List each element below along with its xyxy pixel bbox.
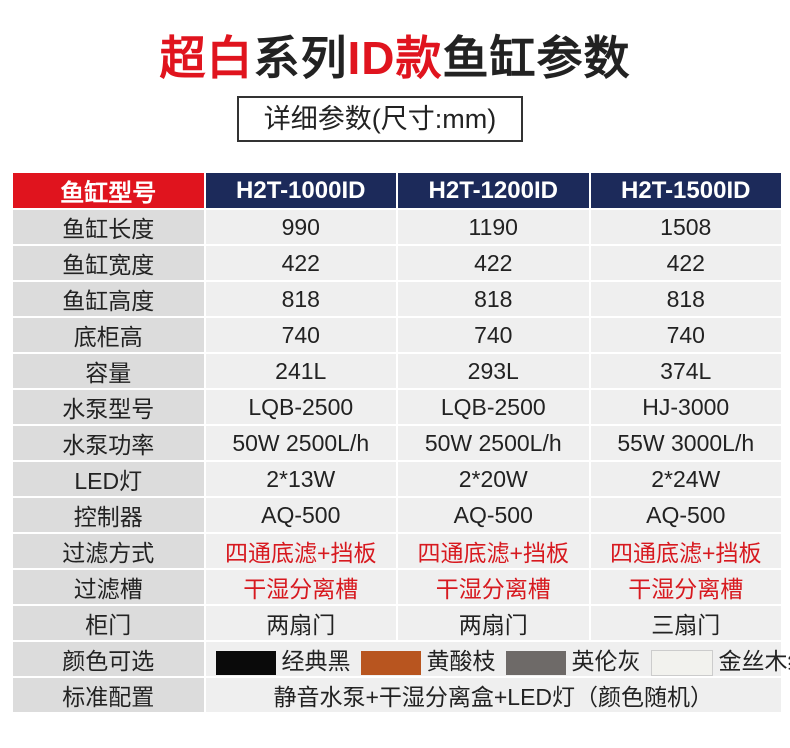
header-cell: H2T-1500ID — [590, 173, 781, 208]
color-swatch — [215, 650, 276, 675]
cell: 2*20W — [398, 462, 589, 496]
cell: 静音水泵+干湿分离盒+LED灯（颜色随机） — [205, 678, 781, 712]
cell: 818 — [398, 282, 589, 316]
cell: AQ-500 — [205, 498, 396, 532]
row-label: 过滤槽 — [13, 570, 204, 604]
header-row: 鱼缸型号 H2T-1000ID H2T-1200ID H2T-1500ID — [13, 173, 781, 208]
cell: 374L — [590, 354, 781, 388]
row: 容量 241L 293L 374L — [13, 354, 781, 388]
color-name: 金丝木纹 — [718, 648, 790, 674]
row: 控制器 AQ-500 AQ-500 AQ-500 — [13, 498, 781, 532]
cell: 422 — [398, 246, 589, 280]
row: 颜色可选 经典黑 黄酸枝 英伦灰 金丝木纹 — [13, 642, 790, 676]
row: 底柜高 740 740 740 — [13, 318, 781, 352]
cell: AQ-500 — [398, 498, 589, 532]
row: 鱼缸宽度 422 422 422 — [13, 246, 781, 280]
row-label: LED灯 — [13, 462, 204, 496]
subtitle: 详细参数(尺寸:mm) — [237, 96, 523, 142]
row-label: 鱼缸宽度 — [13, 246, 204, 280]
row: LED灯 2*13W 2*20W 2*24W — [13, 462, 781, 496]
row: 标准配置 静音水泵+干湿分离盒+LED灯（颜色随机） — [13, 678, 781, 712]
cell: 818 — [205, 282, 396, 316]
row: 鱼缸高度 818 818 818 — [13, 282, 781, 316]
cell: 990 — [205, 210, 396, 244]
row: 水泵功率 50W 2500L/h 50W 2500L/h 55W 3000L/h — [13, 426, 781, 460]
cell: 两扇门 — [205, 606, 396, 640]
row-label: 鱼缸高度 — [13, 282, 204, 316]
row: 柜门 两扇门 两扇门 三扇门 — [13, 606, 781, 640]
title-part: 鱼缸参数 — [442, 32, 631, 84]
row: 水泵型号 LQB-2500 LQB-2500 HJ-3000 — [13, 390, 781, 424]
cell: 740 — [398, 318, 589, 352]
header-cell: H2T-1000ID — [205, 173, 396, 208]
cell: 四通底滤+挡板 — [590, 534, 781, 568]
row-label: 容量 — [13, 354, 204, 388]
cell: 740 — [590, 318, 781, 352]
cell: 三扇门 — [590, 606, 781, 640]
color-swatch — [505, 650, 566, 675]
header-cell: 鱼缸型号 — [13, 173, 204, 208]
color-name: 黄酸枝 — [426, 648, 496, 674]
cell: 四通底滤+挡板 — [398, 534, 589, 568]
color-name: 经典黑 — [281, 648, 351, 674]
cell: 50W 2500L/h — [398, 426, 589, 460]
row: 鱼缸长度 990 1190 1508 — [13, 210, 781, 244]
color-swatch — [650, 649, 713, 676]
row: 过滤槽 干湿分离槽 干湿分离槽 干湿分离槽 — [13, 570, 781, 604]
title: 超白系列ID款鱼缸参数 — [0, 22, 790, 88]
cell: 740 — [205, 318, 396, 352]
cell: 两扇门 — [398, 606, 589, 640]
cell: 1190 — [398, 210, 589, 244]
title-part: 超白 — [159, 32, 254, 84]
cell: 55W 3000L/h — [590, 426, 781, 460]
spec-table: 鱼缸型号 H2T-1000ID H2T-1200ID H2T-1500ID 鱼缸长度 99… — [11, 171, 790, 714]
cell: 422 — [205, 246, 396, 280]
cell: LQB-2500 — [398, 390, 589, 424]
header-cell: H2T-1200ID — [398, 173, 589, 208]
color-name: 英伦灰 — [571, 648, 641, 674]
cell: 2*24W — [590, 462, 781, 496]
row-label: 鱼缸长度 — [13, 210, 204, 244]
cell: 干湿分离槽 — [398, 570, 589, 604]
title-part: 系列 — [253, 32, 348, 84]
cell: 干湿分离槽 — [205, 570, 396, 604]
color-swatch — [360, 650, 421, 675]
row-label: 水泵功率 — [13, 426, 204, 460]
row-label: 底柜高 — [13, 318, 204, 352]
cell: HJ-3000 — [590, 390, 781, 424]
cell: 1508 — [590, 210, 781, 244]
cell: 干湿分离槽 — [590, 570, 781, 604]
cell: 241L — [205, 354, 396, 388]
cell: 四通底滤+挡板 — [205, 534, 396, 568]
row-label: 水泵型号 — [13, 390, 204, 424]
cell: 818 — [590, 282, 781, 316]
row-label: 柜门 — [13, 606, 204, 640]
cell: 422 — [590, 246, 781, 280]
cell: 293L — [398, 354, 589, 388]
row-label: 过滤方式 — [13, 534, 204, 568]
row-label: 控制器 — [13, 498, 204, 532]
row-label: 标准配置 — [13, 678, 204, 712]
color-options: 经典黑 黄酸枝 英伦灰 金丝木纹 — [205, 642, 790, 676]
cell: LQB-2500 — [205, 390, 396, 424]
title-part: ID款 — [347, 32, 443, 84]
cell: 2*13W — [205, 462, 396, 496]
cell: AQ-500 — [590, 498, 781, 532]
row: 过滤方式 四通底滤+挡板 四通底滤+挡板 四通底滤+挡板 — [13, 534, 781, 568]
cell: 50W 2500L/h — [205, 426, 396, 460]
row-label: 颜色可选 — [13, 642, 204, 676]
